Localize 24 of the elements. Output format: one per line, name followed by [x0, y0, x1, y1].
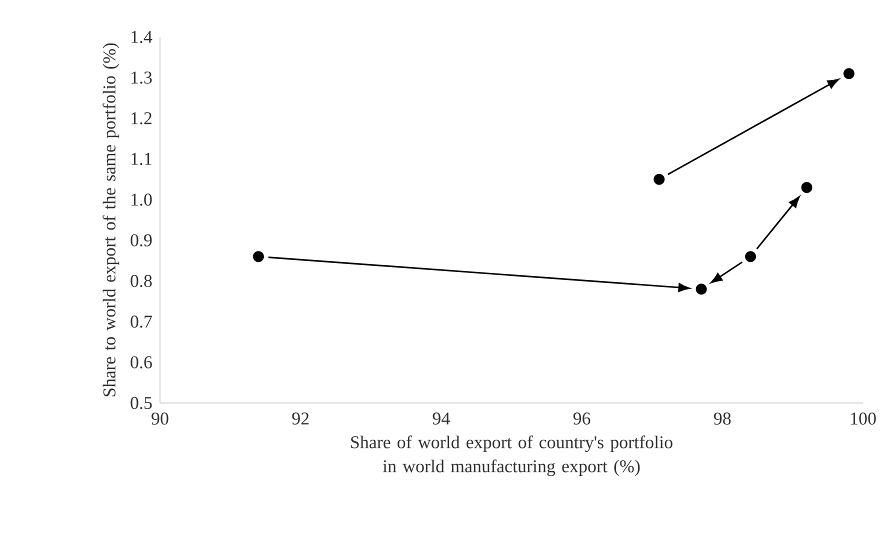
- x-tick-label: 100: [851, 412, 876, 425]
- y-axis-title: Share to world export of the same portfolio (%): [102, 43, 120, 396]
- y-tick-label: 0.9: [130, 234, 152, 246]
- point: [696, 284, 707, 295]
- point: [745, 251, 756, 262]
- x-tick-label: 90: [152, 412, 168, 425]
- y-tick-label: 1.3: [132, 72, 152, 84]
- y-tick-label: 1.1: [132, 152, 152, 166]
- point: [654, 174, 665, 185]
- point: [801, 182, 812, 193]
- x-tick-label: 96: [573, 412, 590, 425]
- y-tick-label: 0.5: [130, 396, 152, 410]
- x-tick-label: 98: [714, 412, 731, 425]
- x-tick-label: 92: [292, 412, 309, 425]
- y-tick-label: 0.8: [130, 274, 152, 288]
- y-tick-label: 0.6: [130, 356, 152, 368]
- x-tick-label: 94: [432, 412, 450, 425]
- point: [843, 68, 854, 80]
- point: [252, 251, 264, 262]
- y-tick-label: 0.7: [130, 316, 152, 328]
- y-tick-label: 1.0: [132, 194, 152, 206]
- x-axis-title: Share of world export of country's portfolio in world manufacturing export (%): [351, 436, 672, 476]
- y-tick-label: 1.2: [132, 112, 152, 124]
- y-tick-label: 1.4: [132, 30, 152, 44]
